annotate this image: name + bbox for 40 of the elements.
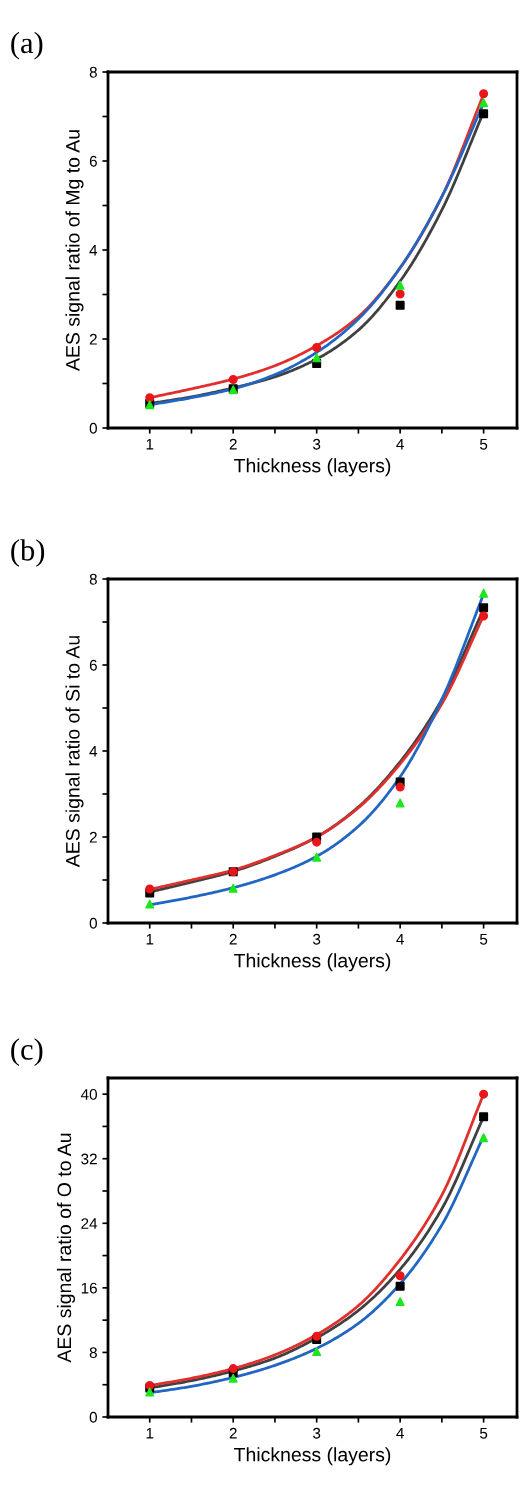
- y-tick-label: 8: [89, 1347, 97, 1359]
- x-tick-label: 1: [146, 438, 154, 450]
- x-tick-label: 1: [146, 1427, 154, 1439]
- y-tick-label: 2: [89, 831, 97, 843]
- chart-title: (a): [11, 31, 43, 60]
- x-tick-label: 4: [396, 933, 404, 945]
- x-tick-label: 3: [313, 933, 321, 945]
- x-axis-title: Thickness (layers): [234, 1447, 391, 1466]
- x-tick-label: 5: [479, 933, 488, 945]
- y-tick-label: 2: [89, 333, 97, 345]
- x-tick-label: 2: [229, 438, 237, 450]
- y-axis-title: AES signal ratio of O to Au: [56, 1133, 76, 1363]
- y-tick-label: 24: [81, 1218, 98, 1229]
- x-axis-title: Thickness (layers): [234, 953, 391, 972]
- y-tick-label: 40: [80, 1089, 97, 1100]
- y-axis-title: AES signal ratio of Si to Au: [65, 636, 84, 868]
- chart-title: (c): [11, 1038, 43, 1066]
- x-tick-label: 2: [229, 933, 237, 945]
- x-axis-title: Thickness (layers): [234, 458, 391, 477]
- y-tick-label: 4: [89, 746, 98, 757]
- y-tick-label: 6: [89, 155, 97, 167]
- y-tick-label: 0: [89, 1411, 97, 1423]
- x-tick-label: 2: [229, 1427, 237, 1439]
- y-tick-label: 8: [89, 66, 97, 78]
- chart-title: (b): [11, 539, 45, 567]
- y-tick-label: 8: [89, 573, 97, 585]
- x-tick-label: 5: [479, 438, 488, 450]
- y-tick-label: 32: [81, 1153, 97, 1165]
- x-tick-label: 4: [396, 1427, 404, 1439]
- y-tick-label: 16: [81, 1282, 97, 1294]
- x-tick-label: 3: [313, 1427, 321, 1439]
- x-tick-label: 5: [479, 1427, 488, 1439]
- x-tick-label: 1: [146, 933, 154, 945]
- y-tick-label: 0: [89, 422, 97, 434]
- x-tick-label: 4: [396, 438, 404, 450]
- y-tick-label: 0: [89, 917, 97, 929]
- y-tick-label: 4: [89, 245, 98, 256]
- y-tick-label: 6: [89, 659, 97, 671]
- x-tick-label: 3: [313, 438, 321, 450]
- y-axis-title: AES signal ratio of Mg to Au: [65, 130, 84, 372]
